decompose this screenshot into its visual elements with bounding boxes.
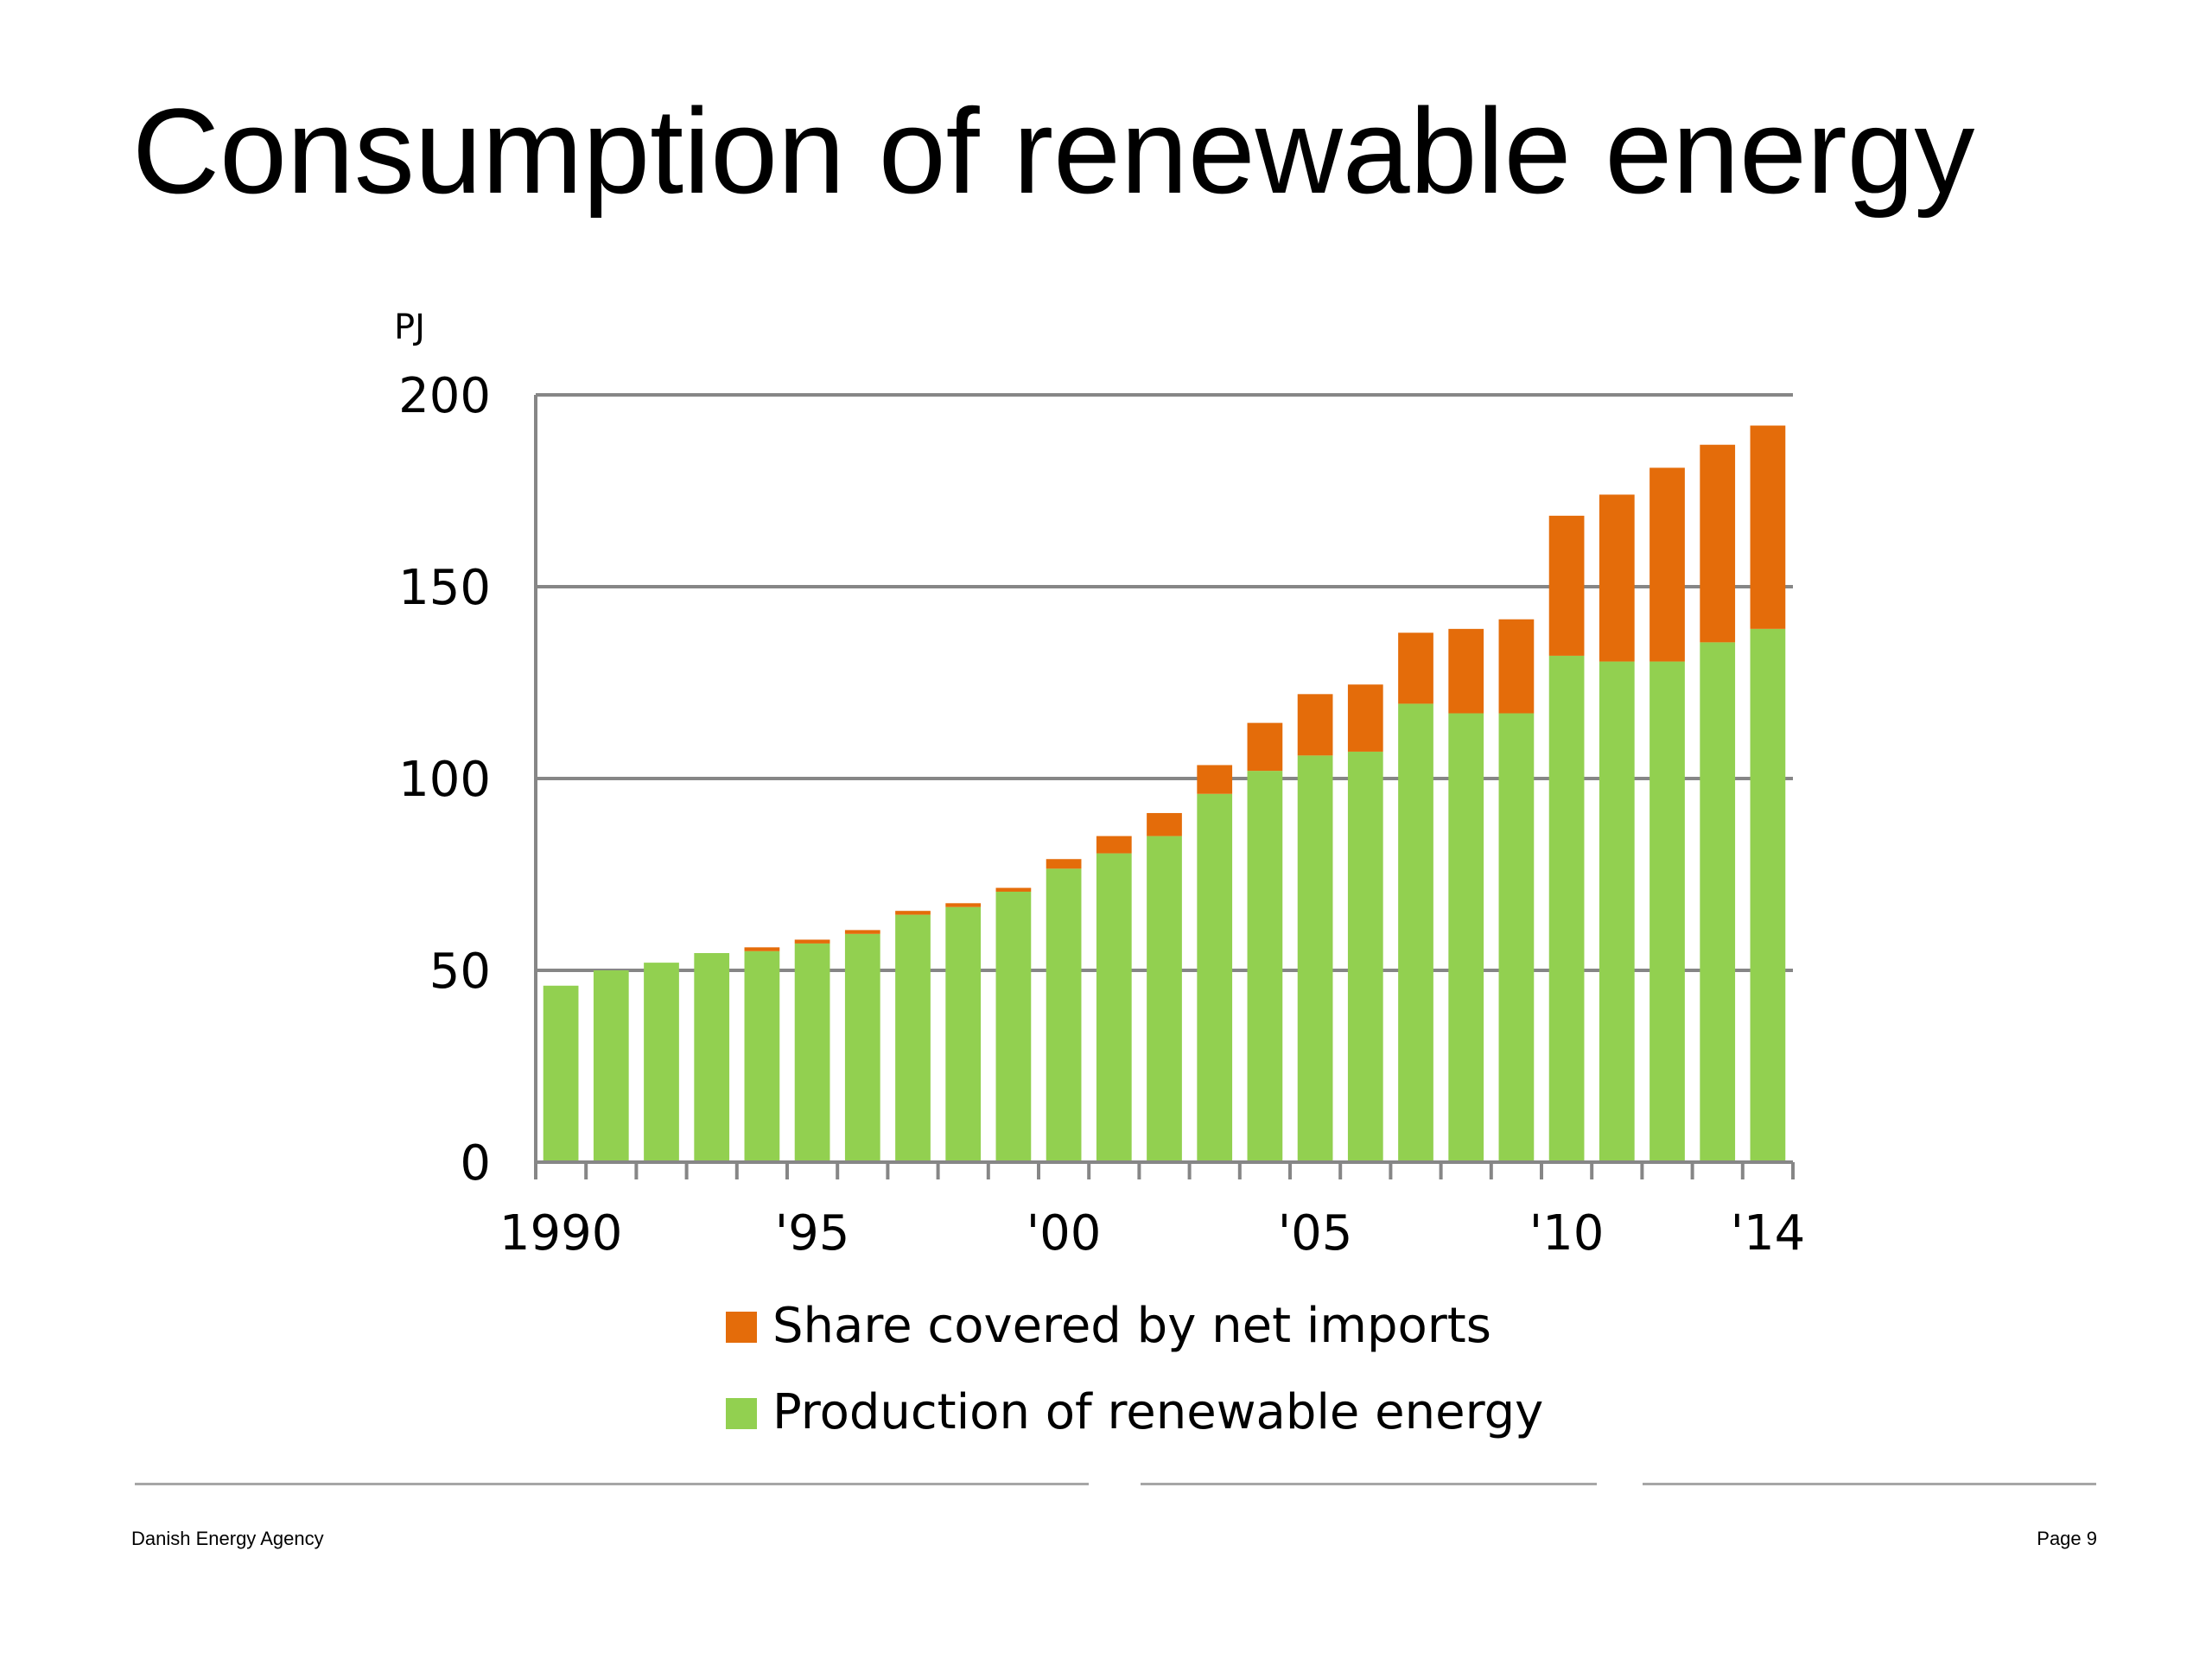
bar-production-1994 [744, 950, 780, 1162]
tick-labels: 0 50 100 150 200 1990 '95 '00 '05 '10 '14 [398, 368, 1805, 1262]
bar-production-1997 [895, 914, 931, 1162]
x-tick-label: '14 [1731, 1205, 1806, 1262]
bar-production-2010 [1548, 655, 1585, 1162]
legend-swatch-imports [726, 1312, 757, 1343]
y-tick-label: 150 [398, 560, 491, 616]
bar-imports-2007 [1398, 632, 1433, 704]
y-unit-label: PJ [394, 308, 425, 347]
bar-imports-2008 [1448, 628, 1484, 714]
x-tick-label: '05 [1278, 1205, 1353, 1262]
slide-title: Consumption of renewable energy [132, 83, 1975, 219]
bar-imports-2011 [1599, 494, 1635, 662]
bar-production-1993 [694, 953, 730, 1162]
bar-imports-2002 [1147, 812, 1182, 836]
legend-swatch-production [726, 1398, 757, 1429]
bar-imports-2004 [1247, 722, 1283, 772]
bar-production-2004 [1247, 771, 1283, 1162]
bar-production-2008 [1448, 713, 1484, 1162]
bar-production-2002 [1147, 836, 1182, 1162]
bar-imports-1998 [945, 903, 982, 907]
bar-imports-2009 [1498, 619, 1535, 714]
y-tick-label: 100 [398, 752, 491, 808]
bars [543, 425, 1786, 1162]
bar-imports-1999 [995, 887, 1032, 892]
legend-label-production: Production of renewable energy [772, 1384, 1543, 1440]
bar-production-1999 [995, 891, 1032, 1162]
bar-imports-1994 [744, 947, 780, 951]
bar-imports-2012 [1649, 467, 1685, 662]
bar-production-2006 [1347, 751, 1383, 1162]
x-tick-label: '00 [1027, 1205, 1102, 1262]
y-tick-label: 50 [429, 944, 491, 1000]
bar-production-2011 [1599, 661, 1635, 1162]
bar-production-1998 [945, 906, 982, 1162]
legend-label-imports: Share covered by net imports [772, 1298, 1491, 1354]
bar-production-1992 [644, 963, 679, 1162]
bar-imports-2000 [1046, 859, 1082, 869]
bar-imports-2006 [1347, 684, 1383, 752]
footer-organization: Danish Energy Agency [131, 1528, 324, 1549]
bar-production-1996 [844, 933, 880, 1162]
axes [534, 395, 1795, 1179]
bar-production-2012 [1649, 661, 1685, 1162]
x-tick-label: '95 [775, 1205, 850, 1262]
x-tick-label: '10 [1529, 1205, 1605, 1262]
y-tick-label: 200 [398, 368, 491, 424]
bar-imports-1996 [844, 930, 880, 934]
legend: Share covered by net imports Production o… [726, 1298, 1543, 1440]
footer-page-number: Page 9 [2037, 1528, 2097, 1549]
bar-production-2014 [1750, 628, 1786, 1162]
footer-rule-middle [1141, 1483, 1597, 1485]
footer-rule-right [1643, 1483, 2096, 1485]
bar-imports-2003 [1197, 765, 1233, 794]
bar-production-2000 [1046, 868, 1082, 1162]
x-tick-label: 1990 [499, 1205, 623, 1262]
bar-imports-2001 [1096, 836, 1132, 854]
bar-production-2013 [1700, 642, 1736, 1162]
bar-production-2001 [1096, 853, 1132, 1162]
bar-production-2003 [1197, 793, 1233, 1162]
bar-imports-2013 [1700, 444, 1736, 643]
bar-production-2009 [1498, 713, 1535, 1162]
bar-production-1991 [593, 970, 629, 1162]
bar-production-1995 [794, 943, 830, 1162]
bar-production-2007 [1398, 703, 1433, 1162]
bar-imports-1995 [794, 939, 830, 944]
bar-production-1990 [543, 985, 579, 1162]
footer-rule-left [135, 1483, 1089, 1485]
bar-imports-2014 [1750, 425, 1786, 629]
bar-imports-1997 [895, 911, 931, 915]
bar-imports-2005 [1297, 694, 1333, 756]
bar-imports-2010 [1548, 515, 1585, 656]
y-tick-label: 0 [460, 1135, 491, 1192]
bar-production-2005 [1297, 755, 1333, 1162]
